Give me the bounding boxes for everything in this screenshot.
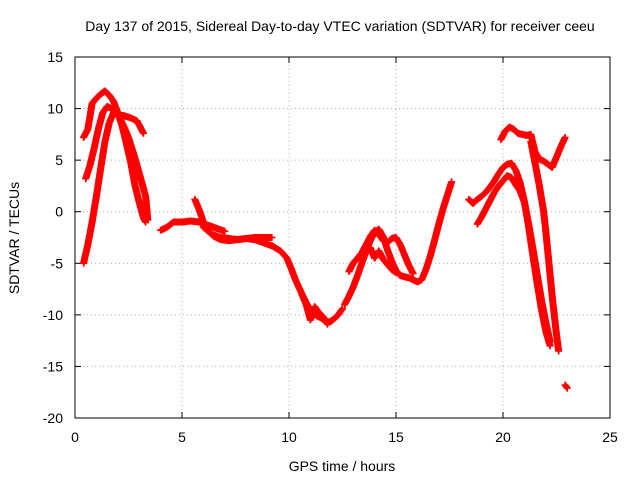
series-satellite-track-9 bbox=[345, 226, 417, 278]
y-tick-label: 15 bbox=[47, 49, 63, 65]
data-point bbox=[144, 216, 152, 224]
series-satellite-track-10 bbox=[366, 244, 400, 277]
data-point bbox=[139, 129, 147, 137]
data-series bbox=[80, 87, 571, 392]
y-tick-label: 0 bbox=[55, 204, 63, 220]
y-tick-label: -15 bbox=[43, 358, 63, 374]
x-tick-label: 15 bbox=[388, 429, 404, 445]
series-satellite-track-2 bbox=[82, 103, 152, 224]
series-satellite-track-6 bbox=[199, 223, 346, 326]
x-tick-label: 20 bbox=[495, 429, 511, 445]
data-point bbox=[409, 270, 417, 278]
data-point bbox=[339, 305, 346, 313]
chart-title: Day 137 of 2015, Sidereal Day-to-day VTE… bbox=[85, 18, 594, 34]
data-point bbox=[546, 338, 554, 346]
series-satellite-track-4 bbox=[157, 217, 229, 235]
series-satellite-track-3 bbox=[80, 109, 147, 267]
x-tick-label: 5 bbox=[178, 429, 186, 445]
y-tick-label: -20 bbox=[43, 410, 63, 426]
y-tick-label: -5 bbox=[51, 255, 64, 271]
data-point bbox=[221, 227, 229, 235]
x-tick-label: 10 bbox=[281, 429, 297, 445]
axis-ticks: 0 5 10 15 20 25 -20 -15 -10 -5 0 5 10 15 bbox=[43, 49, 618, 445]
y-tick-label: -10 bbox=[43, 307, 63, 323]
plot-frame bbox=[74, 56, 611, 419]
series-satellite-track-7 bbox=[298, 290, 332, 328]
x-tick-label: 25 bbox=[602, 429, 618, 445]
y-axis-label: SDTVAR / TECUs bbox=[6, 182, 22, 294]
x-tick-label: 0 bbox=[71, 429, 79, 445]
series-satellite-track-15 bbox=[561, 381, 571, 392]
series-satellite-track-12 bbox=[473, 172, 554, 346]
data-point bbox=[392, 269, 400, 277]
data-point bbox=[563, 384, 571, 392]
data-point bbox=[555, 347, 563, 355]
data-point bbox=[324, 320, 332, 328]
y-tick-label: 5 bbox=[55, 152, 63, 168]
x-axis-label: GPS time / hours bbox=[289, 458, 396, 474]
data-point bbox=[268, 234, 276, 241]
data-point bbox=[448, 178, 456, 186]
y-tick-label: 10 bbox=[47, 101, 63, 117]
data-point bbox=[561, 133, 569, 141]
series-satellite-track-14 bbox=[527, 138, 563, 355]
